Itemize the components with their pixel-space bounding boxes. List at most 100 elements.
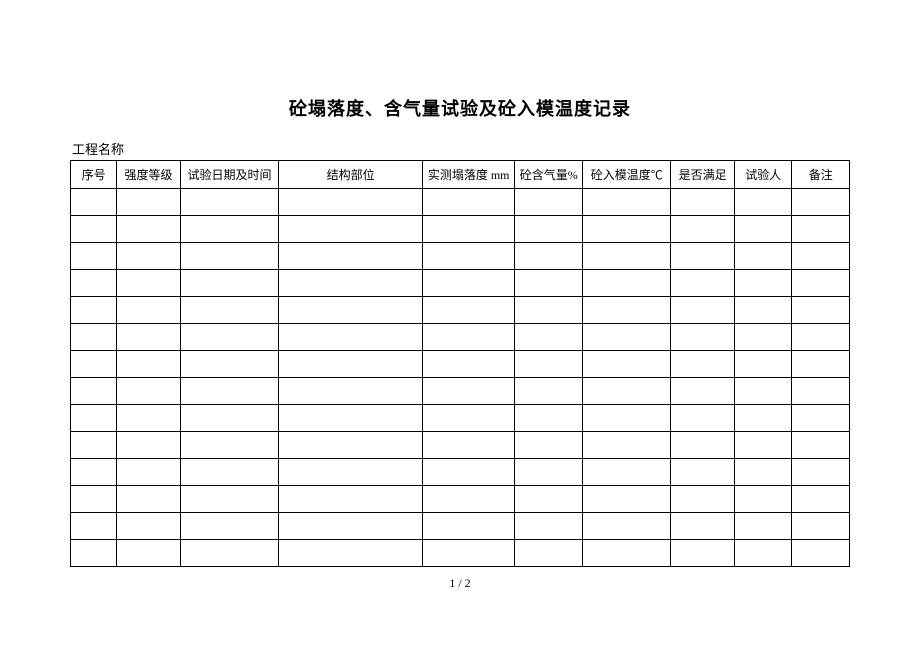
table-cell — [117, 297, 181, 324]
table-cell — [515, 513, 583, 540]
table-cell — [515, 459, 583, 486]
table-cell — [423, 324, 515, 351]
table-cell — [180, 432, 279, 459]
table-cell — [792, 432, 850, 459]
table-cell — [180, 378, 279, 405]
table-cell — [734, 270, 791, 297]
table-cell — [180, 189, 279, 216]
table-cell — [671, 216, 735, 243]
table-header-cell: 试验日期及时间 — [180, 161, 279, 189]
table-cell — [583, 378, 671, 405]
table-header-cell: 砼入模温度℃ — [583, 161, 671, 189]
table-cell — [792, 405, 850, 432]
table-cell — [792, 324, 850, 351]
table-cell — [423, 243, 515, 270]
table-cell — [671, 459, 735, 486]
table-cell — [671, 243, 735, 270]
table-cell — [734, 324, 791, 351]
table-cell — [117, 459, 181, 486]
table-cell — [423, 432, 515, 459]
table-cell — [71, 216, 117, 243]
table-cell — [515, 324, 583, 351]
table-cell — [671, 486, 735, 513]
table-row — [71, 189, 850, 216]
table-cell — [515, 189, 583, 216]
document-page: 砼塌落度、含气量试验及砼入模温度记录 工程名称 序号强度等级试验日期及时间结构部… — [0, 0, 920, 567]
table-cell — [671, 540, 735, 567]
table-cell — [117, 540, 181, 567]
table-cell — [671, 432, 735, 459]
table-cell — [180, 243, 279, 270]
table-cell — [180, 324, 279, 351]
table-cell — [515, 243, 583, 270]
table-cell — [734, 486, 791, 513]
table-cell — [279, 351, 423, 378]
table-cell — [583, 297, 671, 324]
table-cell — [117, 486, 181, 513]
table-cell — [279, 243, 423, 270]
table-cell — [117, 243, 181, 270]
table-cell — [583, 459, 671, 486]
table-cell — [279, 189, 423, 216]
table-cell — [279, 270, 423, 297]
table-cell — [671, 405, 735, 432]
table-cell — [423, 405, 515, 432]
table-cell — [792, 486, 850, 513]
table-cell — [792, 189, 850, 216]
table-cell — [515, 540, 583, 567]
table-cell — [71, 297, 117, 324]
table-cell — [792, 540, 850, 567]
table-row — [71, 486, 850, 513]
table-cell — [792, 378, 850, 405]
table-row — [71, 351, 850, 378]
table-header-cell: 强度等级 — [117, 161, 181, 189]
table-cell — [515, 378, 583, 405]
table-cell — [734, 297, 791, 324]
table-cell — [423, 189, 515, 216]
table-cell — [423, 540, 515, 567]
table-cell — [71, 459, 117, 486]
table-cell — [583, 486, 671, 513]
table-cell — [671, 378, 735, 405]
table-cell — [423, 270, 515, 297]
table-cell — [180, 540, 279, 567]
table-cell — [117, 216, 181, 243]
table-cell — [180, 405, 279, 432]
table-cell — [583, 405, 671, 432]
table-cell — [279, 216, 423, 243]
table-cell — [671, 189, 735, 216]
table-row — [71, 405, 850, 432]
table-cell — [71, 405, 117, 432]
table-cell — [734, 432, 791, 459]
table-cell — [423, 513, 515, 540]
table-header-cell: 试验人 — [734, 161, 791, 189]
table-row — [71, 324, 850, 351]
table-header-cell: 序号 — [71, 161, 117, 189]
table-cell — [734, 351, 791, 378]
table-cell — [423, 216, 515, 243]
table-cell — [515, 297, 583, 324]
table-cell — [734, 459, 791, 486]
table-cell — [117, 189, 181, 216]
table-cell — [180, 351, 279, 378]
table-cell — [117, 351, 181, 378]
table-row — [71, 540, 850, 567]
table-row — [71, 432, 850, 459]
table-cell — [515, 486, 583, 513]
table-cell — [583, 513, 671, 540]
table-cell — [583, 243, 671, 270]
table-cell — [279, 378, 423, 405]
table-row — [71, 270, 850, 297]
table-row — [71, 378, 850, 405]
table-cell — [71, 351, 117, 378]
table-cell — [671, 270, 735, 297]
table-cell — [279, 540, 423, 567]
table-cell — [279, 459, 423, 486]
table-cell — [583, 216, 671, 243]
table-cell — [734, 513, 791, 540]
table-cell — [515, 270, 583, 297]
table-cell — [423, 351, 515, 378]
table-cell — [71, 378, 117, 405]
table-cell — [734, 189, 791, 216]
table-cell — [180, 459, 279, 486]
